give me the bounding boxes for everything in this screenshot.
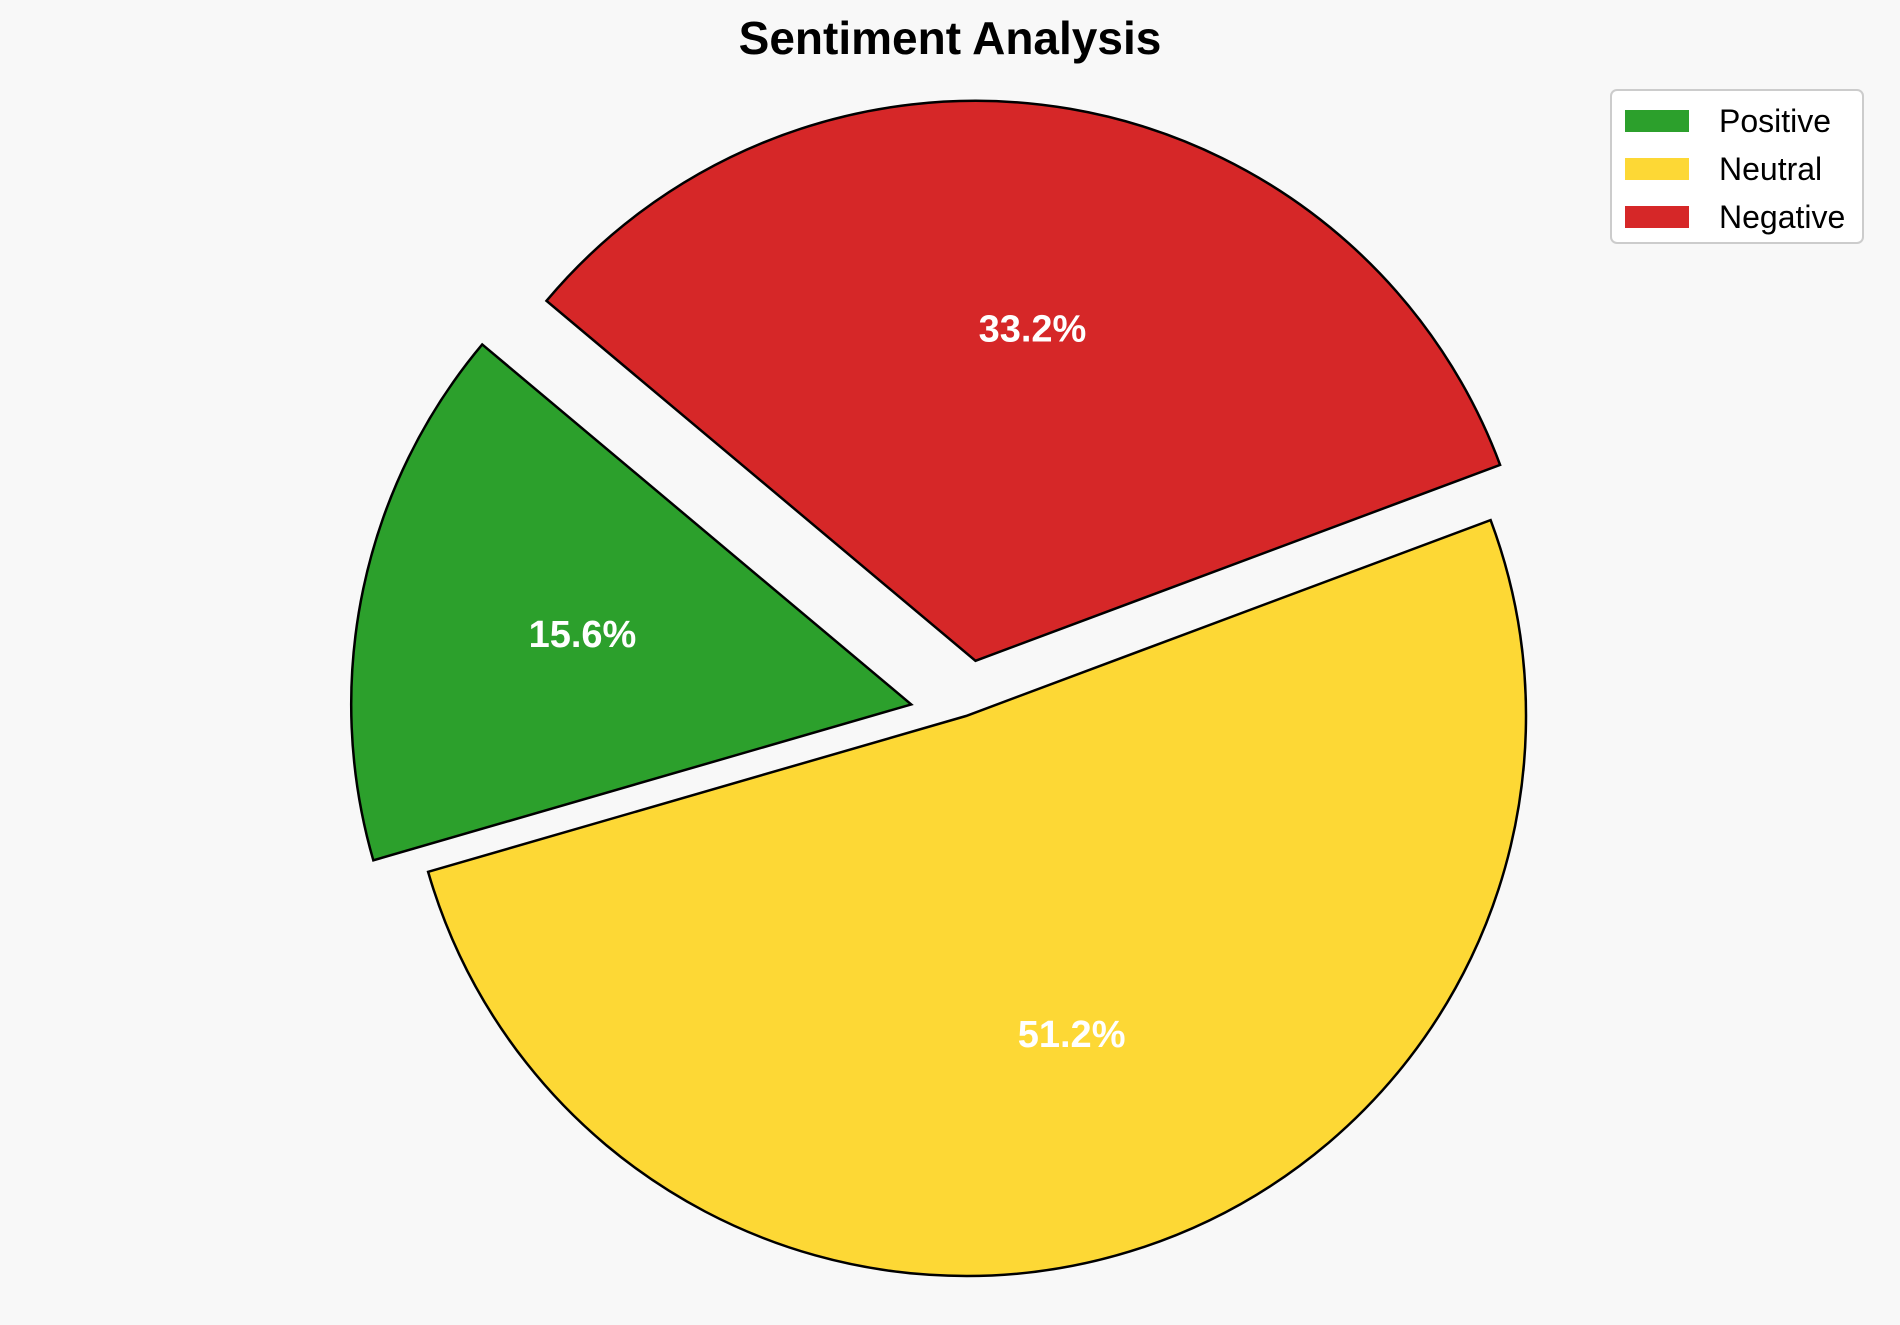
pie-label-negative: 33.2%: [979, 309, 1087, 351]
chart-title: Sentiment Analysis: [739, 12, 1162, 64]
pie-label-neutral: 51.2%: [1018, 1014, 1126, 1056]
pie-slices: [349, 99, 1528, 1278]
pie-slice-positive: [349, 342, 914, 862]
legend-label-negative: Negative: [1719, 199, 1845, 235]
legend-swatch-positive: [1625, 110, 1689, 132]
pie-slice-negative: [544, 99, 1502, 663]
legend-swatch-negative: [1625, 206, 1689, 228]
pie-percentage-labels: 15.6% 51.2% 33.2%: [529, 309, 1126, 1056]
legend-label-positive: Positive: [1719, 103, 1831, 139]
legend-swatch-neutral: [1625, 158, 1689, 180]
legend: Positive Neutral Negative: [1610, 89, 1864, 244]
legend-label-neutral: Neutral: [1719, 151, 1822, 187]
pie-slice-neutral: [426, 518, 1528, 1278]
pie-label-positive: 15.6%: [529, 614, 637, 656]
